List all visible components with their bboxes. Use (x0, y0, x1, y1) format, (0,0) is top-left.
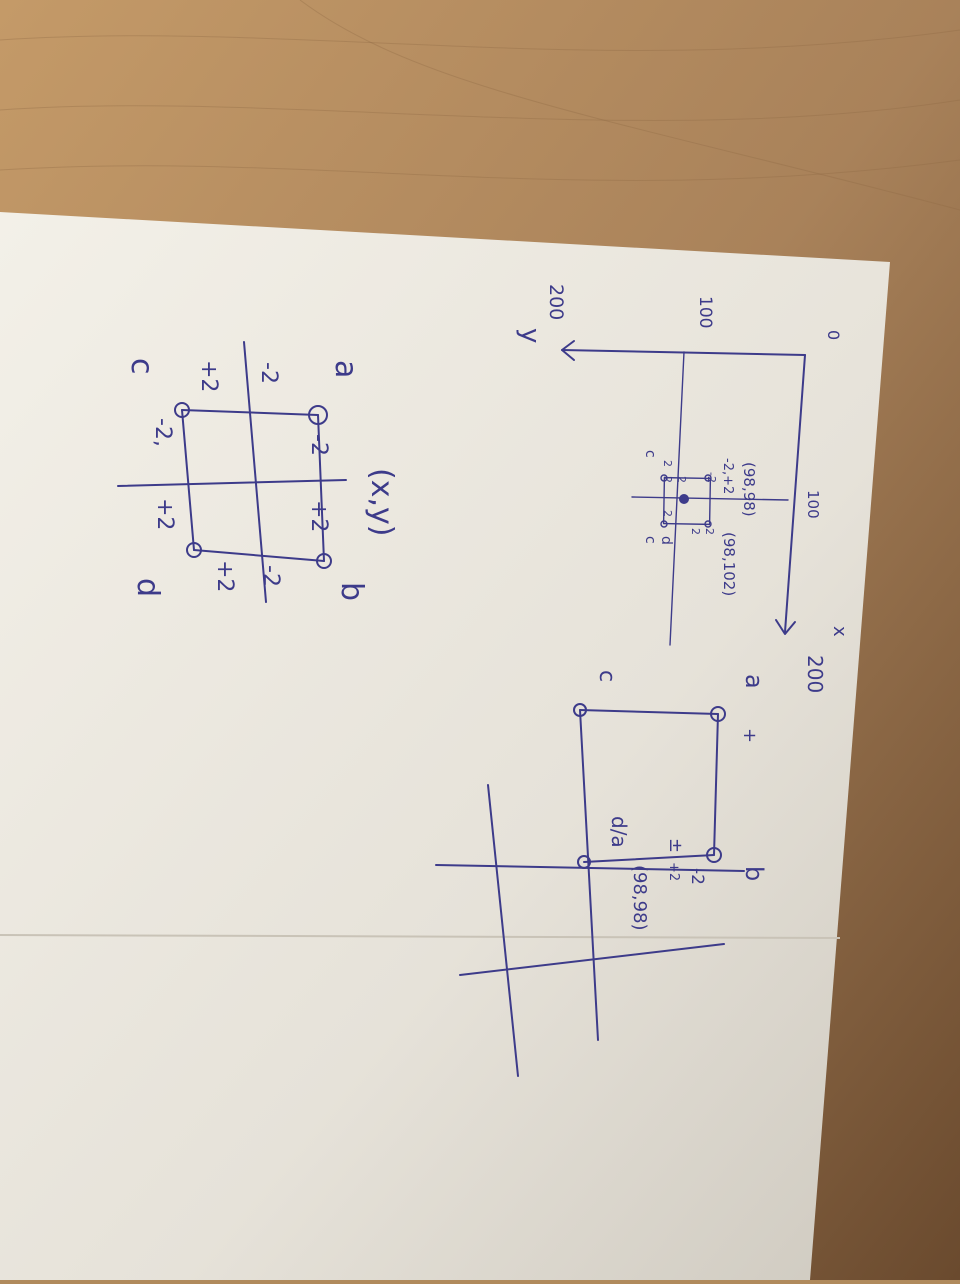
mid-minus-two-label: -2 (687, 868, 707, 885)
small-corner-b-dot (704, 520, 712, 528)
mid-vertical-line-2 (579, 709, 599, 1041)
small-corner-c-dot (660, 474, 668, 482)
big-xy-label: (x,y) (364, 468, 399, 536)
y-axis-label: y (515, 328, 545, 343)
big-corner-c-label: c (124, 358, 159, 375)
big-corner-b-dot (316, 553, 332, 569)
small-corner-c-bottom-label: c (642, 536, 658, 544)
big-bottom-right-label: +2 (152, 498, 177, 530)
big-square-top-edge (181, 409, 319, 416)
big-left-bottom-label: +2 (196, 360, 221, 392)
mid-da-label: d/a (607, 816, 631, 848)
small-mark-4: 2 (675, 476, 688, 483)
big-top-left-label: -2 (306, 434, 331, 456)
mid-plus-label: + (739, 728, 760, 743)
mid-vertical-line-1 (487, 784, 519, 1077)
small-corner-d-label: d (658, 536, 674, 545)
mid-corner-a-dot (710, 706, 726, 722)
small-square-center-dot (679, 494, 689, 504)
big-horizontal-line (117, 479, 347, 487)
small-mark-3: 2 (661, 476, 674, 483)
small-corner-c-label: c (642, 450, 658, 458)
small-top-point-label: (98,98) (740, 462, 758, 517)
paper-fold (0, 934, 841, 939)
mid-corner-c-dot (573, 703, 587, 717)
mid-corner-a-label: a (740, 674, 768, 689)
mid-corner-d-dot (577, 855, 591, 869)
mid-horizontal-line-2 (459, 943, 725, 976)
small-mark-7: 2 (703, 528, 716, 535)
big-right-bottom-label: +2 (212, 560, 237, 592)
small-mark-6: 2 (689, 528, 702, 535)
small-square (660, 474, 712, 528)
x-axis-label: x (829, 626, 850, 637)
coordinate-axes (561, 340, 806, 646)
mid-point-label: (98,98) (629, 865, 650, 931)
small-note-a: -2,+2 (720, 458, 735, 494)
big-bottom-left-label: -2, (150, 418, 175, 447)
mid-pm-label: ± (665, 838, 686, 853)
small-mark-2: 2 (661, 460, 674, 467)
mid-plus-two-label: +2 (666, 862, 681, 881)
big-vertical-line (243, 341, 267, 603)
big-corner-a-label: a (328, 360, 363, 378)
mid-square-right-edge (713, 713, 719, 856)
small-corner-a-dot (704, 474, 712, 482)
wood-grain (0, 0, 960, 211)
big-top-right-label: +2 (306, 500, 331, 532)
small-mark-1: -2 (705, 472, 718, 483)
big-left-top-label: -2 (256, 362, 281, 384)
middle-square (435, 703, 745, 1077)
big-right-top-label: -2 (258, 565, 283, 587)
big-square-left-edge (181, 409, 195, 551)
origin-label: 0 (824, 330, 843, 340)
y-100-label: 100 (695, 296, 715, 328)
big-square-bottom-edge (193, 549, 325, 562)
mid-square-top-edge (579, 709, 719, 715)
small-corner-d-dot (660, 520, 668, 528)
small-square-outline (662, 476, 712, 526)
mid-corner-b-label: b (740, 866, 768, 881)
mid-corner-b-dot (706, 847, 722, 863)
x-axis-arrow (775, 619, 796, 635)
big-square (117, 341, 347, 603)
y-200-label: 200 (545, 284, 567, 320)
mid-square-bottom-edge (583, 854, 715, 863)
y-axis-arrow (561, 340, 575, 361)
x-axis-line (784, 354, 806, 633)
mid-corner-c-label: c (594, 670, 619, 682)
big-corner-c-dot (174, 402, 190, 418)
mid-horizontal-line-1 (435, 864, 745, 872)
small-mark-5: 2 (661, 510, 674, 517)
big-corner-b-label: b (334, 582, 369, 601)
big-square-right-edge (317, 414, 325, 562)
x-100-label: 100 (804, 490, 822, 519)
small-bottom-point-label: (98,102) (720, 532, 738, 596)
big-corner-d-dot (186, 542, 202, 558)
x-200-label: 200 (803, 655, 827, 693)
big-corner-d-label: d (130, 578, 165, 597)
big-corner-a-dot (308, 405, 328, 425)
